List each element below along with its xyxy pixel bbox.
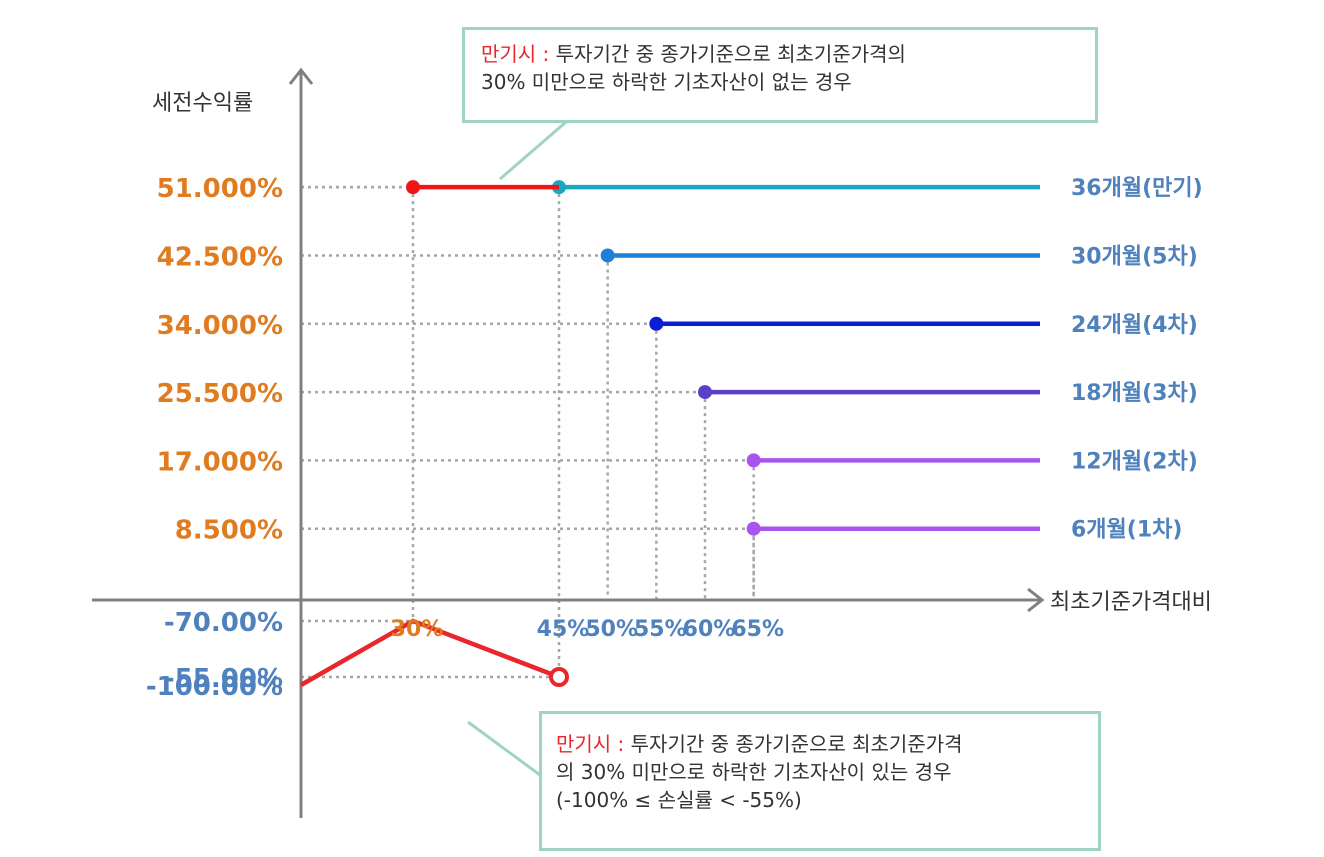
annotation-knockin: 만기시 : 투자기간 중 종가기준으로 최초기준가격 의 30% 미만으로 하락… [539,711,1101,851]
series-point-2 [649,316,664,331]
x-axis-arrow [1027,587,1045,613]
series-point-3 [698,385,712,400]
annotation-top-line2: 30% 미만으로 하락한 기초자산이 없는 경우 [481,70,852,94]
annotation-bottom-line2: 의 30% 미만으로 하락한 기초자산이 있는 경우 [556,760,952,784]
series-point-4 [746,453,761,468]
series-group [299,120,1040,777]
x-axis-title: 최초기준가격대비 [1050,590,1212,615]
x-tick-label-1: 45% [537,617,590,642]
annotation-bottom-text1: 투자기간 중 종가기준으로 최초기준가격 [624,732,963,756]
x-tick-label-4: 60% [683,617,736,642]
x-tick-label-3: 55% [634,617,687,642]
y-tick-label-pos-3: 25.500% [157,379,283,409]
y-tick-label-neg-0: -55.00% [164,664,283,694]
annotation-no-knockin: 만기시 : 투자기간 중 종가기준으로 최초기준가격의 30% 미만으로 하락한… [462,27,1098,123]
y-axis-title: 세전수익률 [152,91,253,116]
y-axis-arrow [288,67,314,85]
series-label-1: 30개월(5차) [1071,244,1198,269]
annotation-top-line1: 만기시 : 투자기간 중 종가기준으로 최초기준가격의 [481,40,1079,68]
axes [92,67,1045,818]
grid-lines [301,185,755,679]
annotation-top-prefix: 만기시 : [481,42,550,66]
y-tick-label-pos-0: 51.000% [157,174,283,204]
y-tick-label-neg-2: -100.00% [146,672,283,702]
series-label-3: 18개월(3차) [1071,381,1198,406]
annotation-bottom-line3: (-100% ≤ 손실률 < -55%) [556,788,802,812]
y-tick-label-pos-1: 42.500% [157,242,283,272]
x-tick-label-0: 30% [391,617,444,642]
series-label-5: 6개월(1차) [1071,518,1182,543]
annotation-bottom-line1: 만기시 : 투자기간 중 종가기준으로 최초기준가격 [556,730,1084,758]
annotation-top-connector [499,120,567,181]
y-tick-label-neg-1: -70.00% [164,608,283,638]
series-label-4: 12개월(2차) [1071,449,1198,474]
annotation-top-text1: 투자기간 중 종가기준으로 최초기준가격의 [549,42,906,66]
y-tick-label-pos-2: 34.000% [157,311,283,341]
series-point-5 [746,521,761,536]
knockin-open-point [549,667,569,687]
maturity-no-knockin-point [406,180,420,195]
series-label-2: 24개월(4차) [1071,313,1198,338]
annotation-bottom-connector [467,720,541,777]
knockin-loss-line [299,618,560,687]
y-tick-label-pos-5: 8.500% [175,516,283,546]
x-tick-label-2: 50% [585,617,638,642]
x-tick-label-5: 65% [731,617,784,642]
labels-group: 36개월(만기) 30개월(5차) 24개월(4차) 18개월(3차) 12개월(2차)… [146,174,1203,702]
series-label-0: 36개월(만기) [1071,176,1203,201]
annotation-bottom-prefix: 만기시 : [556,732,625,756]
series-point-1 [600,248,615,263]
y-tick-label-pos-4: 17.000% [157,447,283,477]
